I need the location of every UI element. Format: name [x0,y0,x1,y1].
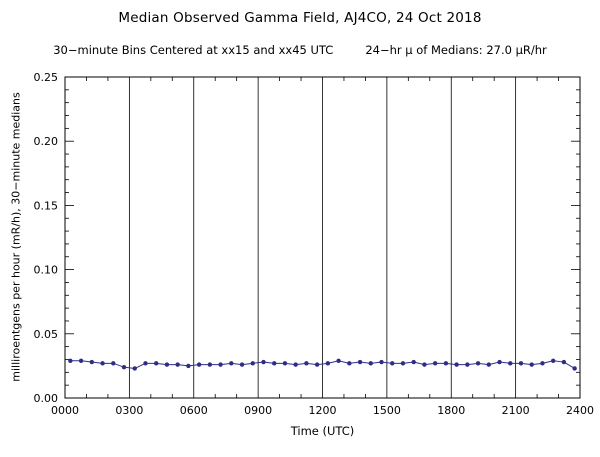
svg-text:0300: 0300 [115,404,143,417]
svg-text:1800: 1800 [437,404,465,417]
svg-text:1500: 1500 [373,404,401,417]
tick-labels: 0.00 0.05 0.10 0.15 0.20 0.25 0000 0300 0600 0900… [34,71,595,417]
svg-text:2100: 2100 [502,404,530,417]
svg-text:0.15: 0.15 [34,199,59,212]
svg-text:0.10: 0.10 [34,264,59,277]
subtitle-mean-text: 24−hr μ of Medians: 27.0 μR/hr [365,43,547,57]
svg-text:1200: 1200 [309,404,337,417]
chart-title: Median Observed Gamma Field, AJ4CO, 24 O… [118,10,482,26]
chart-subtitle: 30−minute Bins Centered at xx15 and xx45… [0,43,600,57]
grid-lines [128,77,517,398]
svg-text:0.00: 0.00 [34,392,59,405]
x-axis-label: Time (UTC) [290,424,355,438]
svg-text:2400: 2400 [566,404,594,417]
data-series [68,358,577,371]
svg-text:0.25: 0.25 [34,71,59,84]
svg-text:0.05: 0.05 [34,328,59,341]
svg-text:0900: 0900 [244,404,272,417]
svg-text:0000: 0000 [51,404,79,417]
svg-text:0.20: 0.20 [34,135,59,148]
subtitle-bins-text: 30−minute Bins Centered at xx15 and xx45… [53,43,334,57]
plot-frame [64,76,581,399]
svg-text:0600: 0600 [180,404,208,417]
